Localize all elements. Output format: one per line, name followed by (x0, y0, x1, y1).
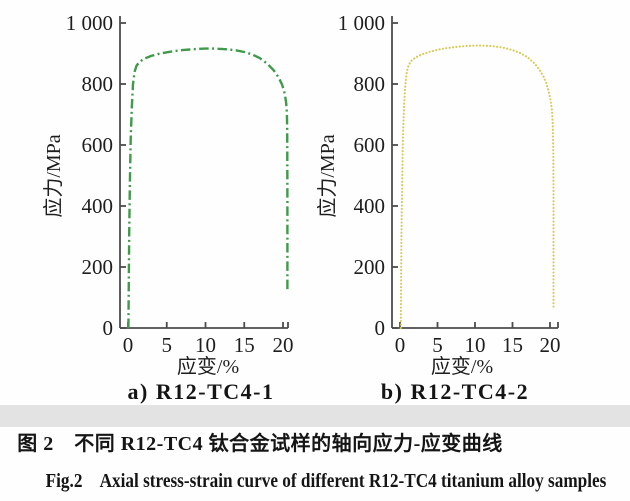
x-tick-label: 10 (465, 333, 486, 357)
x-tick-label: 15 (234, 333, 255, 357)
y-tick-label: 600 (354, 133, 386, 157)
x-axis-label: 应变/% (177, 355, 239, 378)
x-axis-label: 应变/% (431, 355, 493, 378)
y-tick-label: 400 (82, 194, 114, 218)
stress-strain-curve (127, 47, 289, 329)
y-tick-label: 200 (354, 255, 386, 279)
subplot-title: b) R12-TC4-2 (381, 379, 529, 404)
y-tick-label: 600 (82, 133, 114, 157)
y-tick-label: 200 (82, 255, 114, 279)
figure-caption-english: Fig.2 Axial stress-strain curve of diffe… (0, 469, 630, 494)
figure-area: 0 200 400 600 800 1 000 0 5 10 15 20 应变/% 应力/MPa a) R… (0, 0, 630, 405)
subplot-title: a) R12-TC4-1 (128, 379, 275, 404)
figure-caption-english-text: Fig.2 Axial stress-strain curve of diffe… (45, 470, 607, 492)
stress-strain-plot: 0 200 400 600 800 1 000 0 5 10 15 20 应变/% 应力/MPa a) R… (42, 11, 294, 404)
y-tick-label: 400 (354, 194, 386, 218)
x-tick-label: 20 (273, 333, 294, 357)
y-tick-label: 0 (375, 316, 386, 340)
x-tick-label: 20 (540, 333, 561, 357)
x-tick-label: 0 (395, 333, 406, 357)
chart-panel-b: 0 200 400 600 800 1 000 0 5 10 15 20 应变/% 应力/MPa b) R… (315, 0, 630, 405)
x-tick-label: 0 (123, 333, 134, 357)
y-tick-label: 1 000 (338, 11, 385, 35)
stress-strain-curve (399, 44, 555, 330)
x-tick-label: 15 (502, 333, 523, 357)
chart-panel-a: 0 200 400 600 800 1 000 0 5 10 15 20 应变/% 应力/MPa a) R… (0, 0, 315, 405)
x-tick-label: 5 (162, 333, 173, 357)
y-tick-label: 0 (103, 316, 114, 340)
y-tick-label: 800 (354, 72, 386, 96)
x-tick-label: 10 (195, 333, 216, 357)
x-tick-label: 5 (432, 333, 443, 357)
y-axis-label: 应力/MPa (42, 134, 65, 217)
separator-band (0, 405, 630, 427)
y-axis-label: 应力/MPa (316, 134, 339, 217)
stress-strain-plot: 0 200 400 600 800 1 000 0 5 10 15 20 应变/% 应力/MPa b) R… (316, 11, 561, 404)
y-tick-label: 800 (82, 72, 114, 96)
y-tick-label: 1 000 (66, 11, 113, 35)
figure-caption-chinese: 图 2 不同 R12-TC4 钛合金试样的轴向应力-应变曲线 (17, 433, 503, 455)
